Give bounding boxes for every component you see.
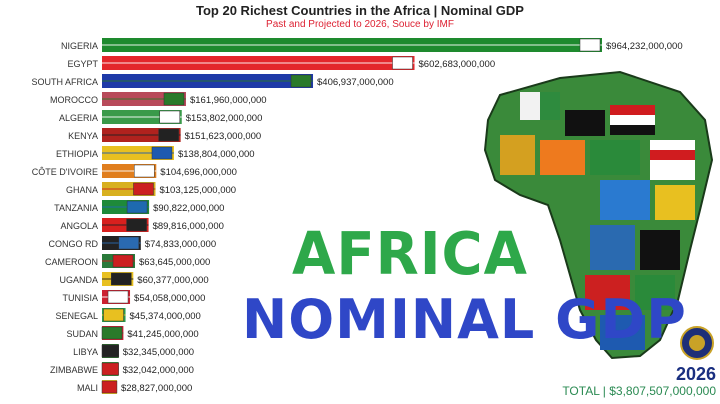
- bar-stripe: [102, 116, 182, 118]
- year-label: 2026: [675, 364, 716, 384]
- value-label: $54,058,000,000: [134, 293, 205, 304]
- flag-icon: [126, 218, 147, 232]
- flag-icon: [101, 362, 119, 376]
- bar: [102, 38, 602, 52]
- value-label: $103,125,000,000: [159, 185, 236, 196]
- category-label: SUDAN: [66, 329, 98, 339]
- bar-stripe: [102, 98, 186, 100]
- category-label: ALGERIA: [59, 113, 98, 123]
- value-label: $153,802,000,000: [186, 113, 263, 124]
- category-label: TUNISIA: [62, 293, 98, 303]
- value-label: $161,960,000,000: [190, 95, 267, 106]
- category-label: UGANDA: [59, 275, 98, 285]
- bar-stripe: [102, 224, 149, 226]
- bar-stripe: [102, 44, 602, 46]
- category-label: ETHIOPIA: [56, 149, 98, 159]
- value-label: $63,645,000,000: [139, 257, 210, 268]
- bar-stripe: [102, 206, 150, 208]
- category-label: ANGOLA: [60, 221, 98, 231]
- category-label: SOUTH AFRICA: [31, 77, 98, 87]
- category-label: MALI: [77, 383, 98, 393]
- flag-icon: [290, 74, 312, 88]
- chart-title: Top 20 Richest Countries in the Africa |…: [196, 3, 524, 18]
- category-label: NIGERIA: [61, 41, 98, 51]
- bar: [102, 74, 314, 88]
- category-label: CONGO RD: [49, 239, 99, 249]
- flag-icon: [107, 290, 129, 304]
- flag-icon: [101, 380, 118, 394]
- flag-icon: [101, 344, 120, 358]
- flag-icon: [103, 308, 124, 322]
- flag-icon: [392, 56, 413, 70]
- flag-icon: [158, 128, 179, 142]
- category-label: SENEGAL: [55, 311, 98, 321]
- bar-stripe: [102, 188, 156, 190]
- value-label: $104,696,000,000: [160, 167, 237, 178]
- chart-subtitle: Past and Projected to 2026, Souce by IMF: [266, 19, 454, 30]
- flag-icon: [159, 110, 181, 124]
- bar-stripe: [102, 170, 157, 172]
- flag-icon: [151, 146, 173, 160]
- value-label: $32,345,000,000: [123, 347, 194, 358]
- category-label: TANZANIA: [54, 203, 98, 213]
- category-label: MOROCCO: [50, 95, 98, 105]
- category-label: EGYPT: [67, 59, 98, 69]
- category-label: CAMEROON: [45, 257, 98, 267]
- flag-icon: [111, 272, 132, 286]
- total-gdp-label: TOTAL | $3,807,507,000,000: [562, 384, 716, 398]
- bar: [102, 56, 415, 70]
- bar-stripe: [102, 134, 181, 136]
- value-label: $89,816,000,000: [153, 221, 224, 232]
- value-label: $151,623,000,000: [185, 131, 262, 142]
- value-label: $602,683,000,000: [419, 59, 496, 70]
- bar-stripe: [102, 80, 314, 82]
- value-label: $60,377,000,000: [137, 275, 208, 286]
- value-label: $41,245,000,000: [127, 329, 198, 340]
- africa-map-illustration: [483, 70, 714, 360]
- flag-icon: [134, 164, 155, 178]
- headline-nominal-gdp: NOMINAL GDP: [242, 288, 687, 351]
- value-label: $74,833,000,000: [145, 239, 216, 250]
- value-label: $32,042,000,000: [123, 365, 194, 376]
- flag-icon: [101, 326, 123, 340]
- flag-icon: [112, 254, 134, 268]
- category-label: LIBYA: [73, 347, 98, 357]
- flag-icon: [126, 200, 148, 214]
- value-label: $138,804,000,000: [178, 149, 255, 160]
- value-label: $406,937,000,000: [317, 77, 394, 88]
- category-label: CÔTE D'IVOIRE: [32, 167, 98, 177]
- flag-icon: [133, 182, 154, 196]
- bar-stripe: [102, 62, 415, 64]
- category-label: GHANA: [66, 185, 98, 195]
- category-label: KENYA: [68, 131, 98, 141]
- value-label: $90,822,000,000: [153, 203, 224, 214]
- flag-icon: [118, 236, 140, 250]
- value-label: $28,827,000,000: [121, 383, 192, 394]
- value-label: $45,374,000,000: [130, 311, 201, 322]
- flag-icon: [163, 92, 185, 106]
- bar-stripe: [102, 152, 174, 154]
- headline-africa: AFRICA: [292, 220, 528, 289]
- seal-emblem-icon: [680, 326, 714, 360]
- value-label: $964,232,000,000: [606, 41, 683, 52]
- flag-icon: [579, 38, 601, 52]
- category-label: ZIMBABWE: [50, 365, 98, 375]
